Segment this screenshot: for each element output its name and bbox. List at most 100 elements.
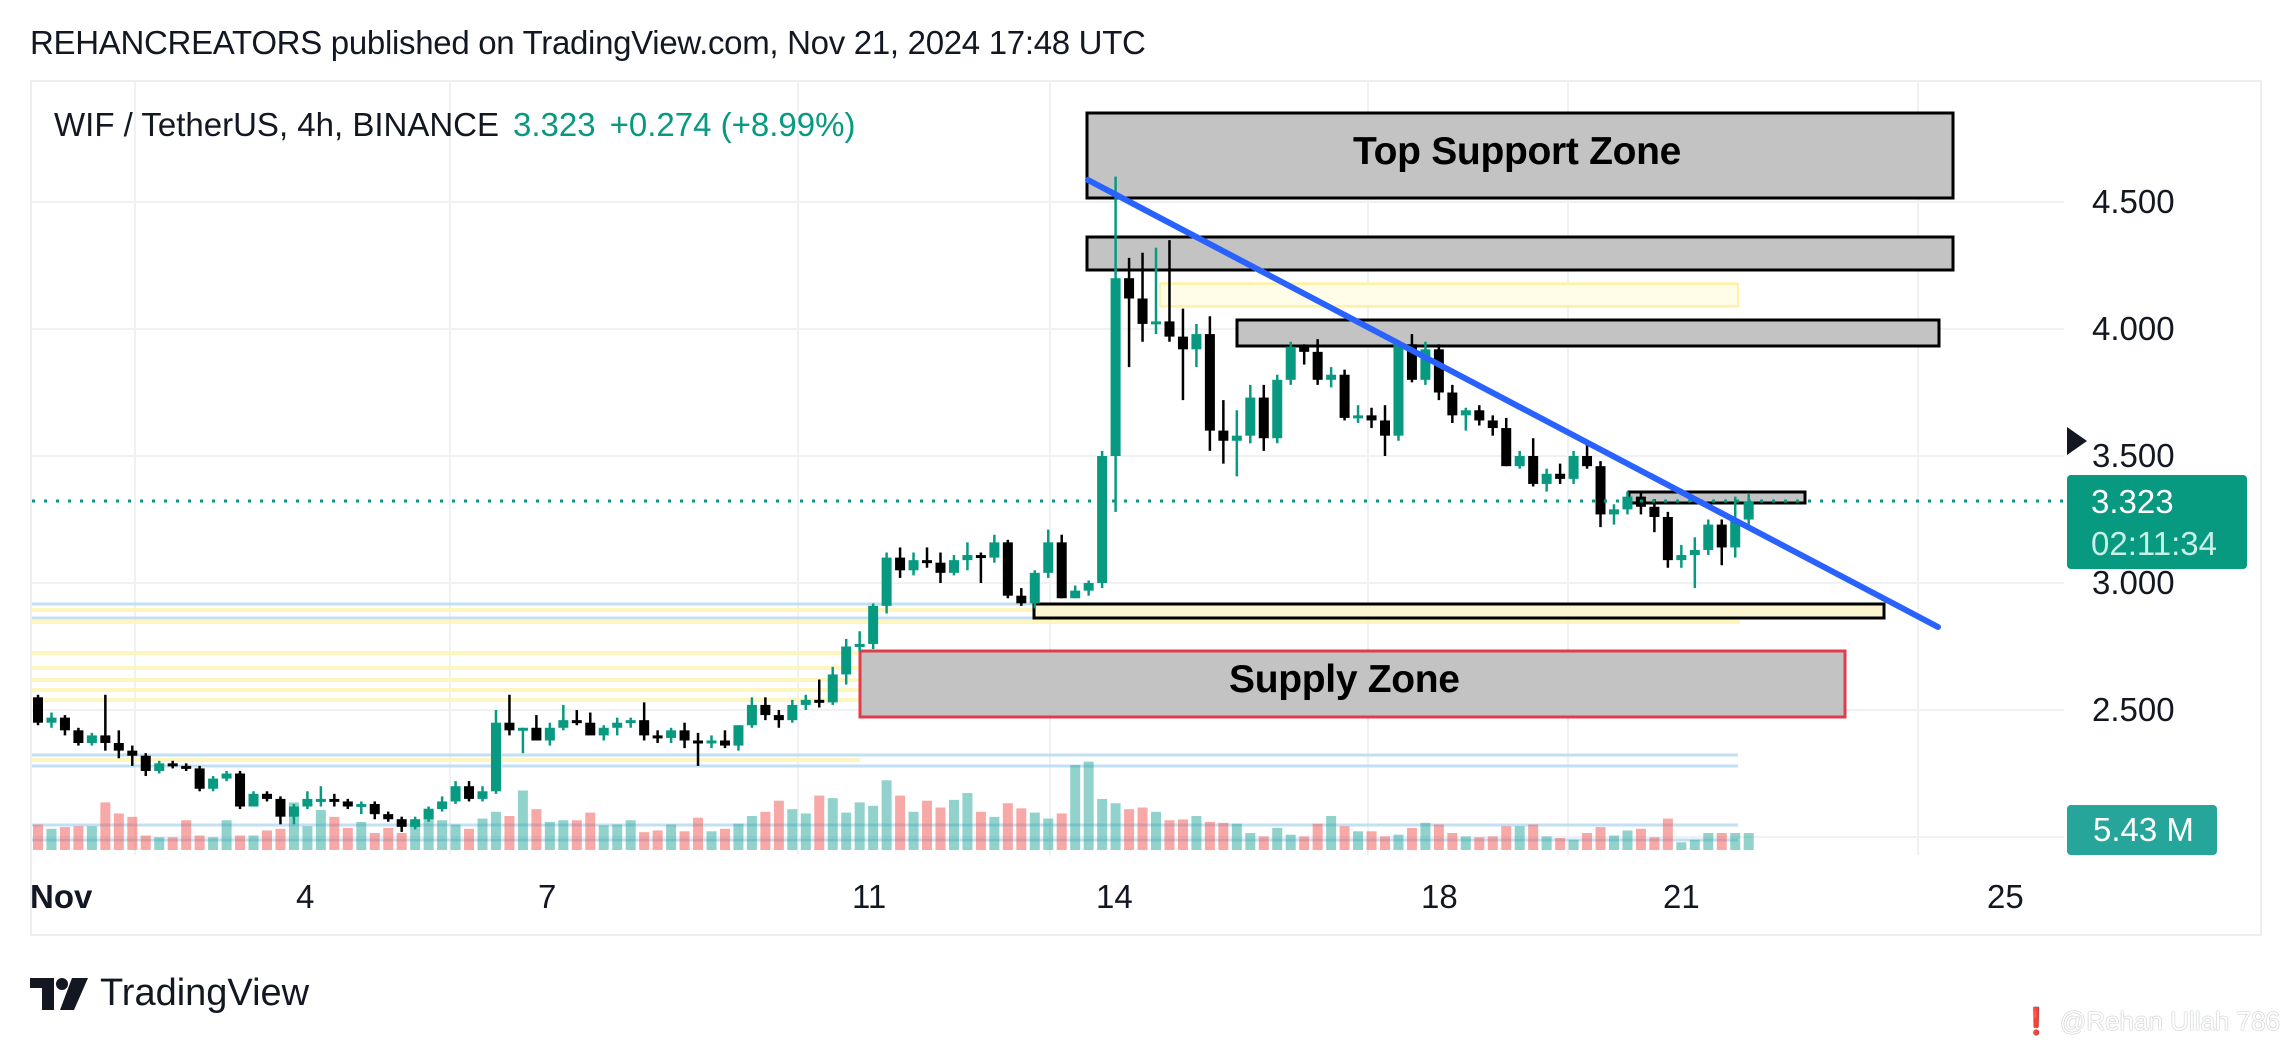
volume-bar — [1649, 837, 1660, 850]
candle-body — [935, 562, 946, 573]
candle-body — [1501, 428, 1512, 467]
resistance-zone — [1085, 235, 1955, 272]
candle-body — [1339, 374, 1350, 418]
candle-body — [612, 722, 623, 728]
tradingview-logo[interactable]: TradingView — [30, 972, 309, 1015]
candle-body — [1070, 590, 1081, 599]
symbol-legend: WIF / TetherUS, 4h, BINANCE 3.323 +0.274 (… — [54, 106, 855, 144]
volume-bar — [558, 820, 569, 850]
candle-body — [1124, 278, 1135, 299]
volume-bar — [841, 812, 852, 850]
volume-bar — [1608, 835, 1619, 850]
candle-body — [329, 798, 340, 802]
volume-bar — [625, 820, 636, 850]
date-tick: 4 — [296, 878, 315, 915]
candle-body — [1029, 572, 1040, 604]
volume-bar — [248, 835, 259, 850]
volume-bar — [773, 800, 784, 850]
volume-bar — [477, 818, 488, 850]
candle-body — [895, 557, 906, 571]
candle-body — [208, 778, 219, 789]
volume-bar — [1380, 836, 1390, 850]
volume-bar — [1029, 812, 1040, 850]
volume-bar — [437, 820, 448, 850]
candle-body — [1231, 435, 1242, 441]
volume-bar — [288, 802, 299, 850]
volume-bar — [315, 810, 326, 850]
volume-bar — [1541, 836, 1552, 850]
bar-countdown: 02:11:34 — [2091, 525, 2218, 562]
volume-bar — [342, 827, 353, 850]
candle-body — [679, 730, 690, 741]
price-tick: 3.000 — [2092, 564, 2175, 601]
candle-body — [1555, 473, 1566, 479]
volume-bar — [814, 795, 825, 850]
candle-body — [100, 735, 111, 744]
top-support-zone — [1085, 111, 1955, 200]
candle-body — [1393, 344, 1404, 436]
volume-bar — [261, 830, 272, 850]
candle-body — [504, 722, 515, 731]
volume-bar — [989, 816, 1000, 850]
candle-body — [787, 704, 798, 721]
candle-body — [975, 555, 986, 559]
volume-bar — [639, 832, 650, 850]
volume-bar — [760, 811, 771, 850]
candle-body — [1380, 420, 1390, 436]
volume-bar — [181, 820, 192, 850]
candle-body — [342, 801, 353, 807]
volume-bar — [1635, 828, 1646, 850]
candle-body — [410, 819, 421, 827]
volume-bar — [854, 802, 865, 850]
volume-bar — [827, 798, 838, 850]
volume-bar — [1582, 833, 1593, 850]
candle-body — [1582, 456, 1593, 467]
volume-bar — [113, 813, 124, 850]
candle-body — [113, 743, 124, 751]
volume-bar — [1326, 816, 1337, 850]
candle-body — [1245, 397, 1256, 436]
price-tick: 2.500 — [2092, 691, 2175, 728]
volume-bar — [1164, 820, 1175, 850]
candle-body — [571, 720, 582, 724]
candle-body — [302, 798, 313, 807]
date-tick: 11 — [852, 878, 887, 915]
last-price-value: 3.323 — [2091, 483, 2174, 520]
volume-bar — [100, 802, 111, 850]
volume-bar — [652, 830, 663, 850]
candle-body — [1716, 524, 1727, 548]
candle-body — [477, 791, 488, 799]
volume-bar — [1312, 823, 1323, 850]
volume-bar — [383, 827, 394, 850]
candle-body — [1002, 542, 1013, 596]
candle-body — [1703, 524, 1714, 550]
candle-body — [881, 557, 892, 606]
volume-bar — [127, 816, 138, 850]
candle-body — [558, 720, 569, 728]
candle-body — [369, 803, 380, 815]
volume-bar — [59, 827, 70, 850]
candle-body — [1406, 344, 1417, 380]
candle-body — [140, 755, 151, 771]
volume-bar — [922, 800, 933, 850]
candle-body — [1164, 321, 1175, 337]
candle-body — [666, 730, 677, 738]
symbol-name[interactable]: WIF / TetherUS, 4h, BINANCE — [54, 106, 500, 143]
candle-body — [1662, 516, 1673, 561]
candle-body — [275, 798, 286, 817]
volume-bar — [1420, 822, 1431, 850]
volume-bar — [73, 826, 84, 850]
supply-zone-label[interactable]: Supply Zone — [1229, 658, 1460, 701]
volume-bar — [800, 813, 811, 850]
candle-body — [1487, 420, 1498, 429]
candle-body — [962, 555, 973, 561]
demand-zone — [1032, 602, 1886, 620]
volume-bar — [1528, 824, 1539, 850]
volume-bar — [585, 812, 596, 850]
volume-bar — [962, 793, 973, 850]
price-scale-arrow-icon[interactable] — [2067, 427, 2087, 455]
top-support-zone-label[interactable]: Top Support Zone — [1353, 130, 1682, 173]
candle-body — [868, 605, 879, 644]
volume-bar — [787, 809, 798, 850]
